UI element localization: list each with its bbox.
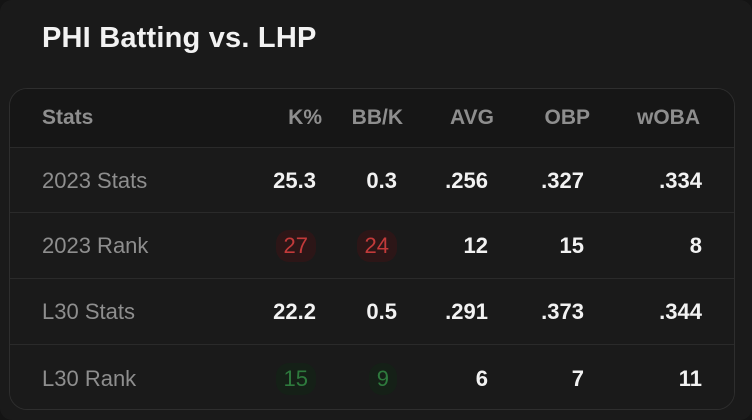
- avg-value: .256: [445, 167, 488, 193]
- obp-rank: 7: [571, 365, 584, 391]
- column-header-k-pct: K%: [288, 106, 322, 129]
- rank-badge-good: 15: [275, 362, 316, 395]
- avg-value: .291: [445, 299, 488, 324]
- k-pct-value: 25.3: [273, 167, 316, 193]
- table-row: L30 Stats 22.2 0.5 .291 .373 .344: [10, 278, 734, 345]
- obp-value: .327: [541, 167, 584, 193]
- rank-badge-bad: 24: [356, 230, 397, 262]
- row-label: 2023 Rank: [42, 233, 149, 258]
- bb-k-rank: 24: [356, 213, 397, 279]
- k-pct-rank: 27: [275, 213, 316, 279]
- row-label: L30 Stats: [42, 299, 135, 324]
- column-header-woba: wOBA: [637, 106, 700, 129]
- card-title: PHI Batting vs. LHP: [42, 22, 317, 54]
- bb-k-value: 0.3: [366, 167, 397, 193]
- table-row: L30 Rank 15 9 6 7 11: [10, 344, 734, 409]
- k-pct-value: 22.2: [273, 299, 316, 324]
- row-label: 2023 Stats: [42, 167, 148, 193]
- table-row: 2023 Stats 25.3 0.3 .256 .327 .334: [10, 147, 734, 213]
- woba-value: .334: [659, 167, 702, 193]
- column-header-obp: OBP: [544, 106, 590, 129]
- column-header-avg: AVG: [450, 106, 494, 129]
- woba-value: .344: [659, 299, 702, 324]
- table-header-row: Stats K% BB/K AVG OBP wOBA: [10, 89, 734, 147]
- column-header-bb-k: BB/K: [351, 106, 403, 129]
- obp-value: .373: [541, 299, 584, 324]
- rank-badge-bad: 27: [275, 230, 316, 262]
- woba-rank: 8: [689, 233, 702, 258]
- k-pct-rank: 15: [275, 345, 316, 409]
- column-header-stats: Stats: [42, 106, 94, 129]
- table-row: 2023 Rank 27 24 12 15 8: [10, 212, 734, 279]
- avg-rank: 12: [463, 233, 488, 258]
- bb-k-rank: 9: [368, 345, 397, 409]
- woba-rank: 11: [678, 365, 702, 391]
- stats-table: Stats K% BB/K AVG OBP wOBA 2023 Stats 25…: [9, 88, 735, 410]
- rank-badge-good: 9: [368, 362, 397, 395]
- avg-rank: 6: [475, 365, 488, 391]
- row-label: L30 Rank: [42, 365, 137, 391]
- bb-k-value: 0.5: [366, 299, 397, 324]
- obp-rank: 15: [559, 233, 584, 258]
